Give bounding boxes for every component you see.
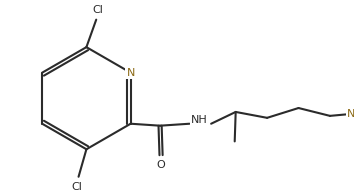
Text: NH: NH bbox=[191, 115, 208, 125]
Text: Cl: Cl bbox=[93, 5, 104, 15]
Text: O: O bbox=[157, 160, 165, 170]
Text: N: N bbox=[126, 68, 135, 78]
Text: Cl: Cl bbox=[71, 182, 82, 192]
Text: N: N bbox=[347, 109, 354, 119]
